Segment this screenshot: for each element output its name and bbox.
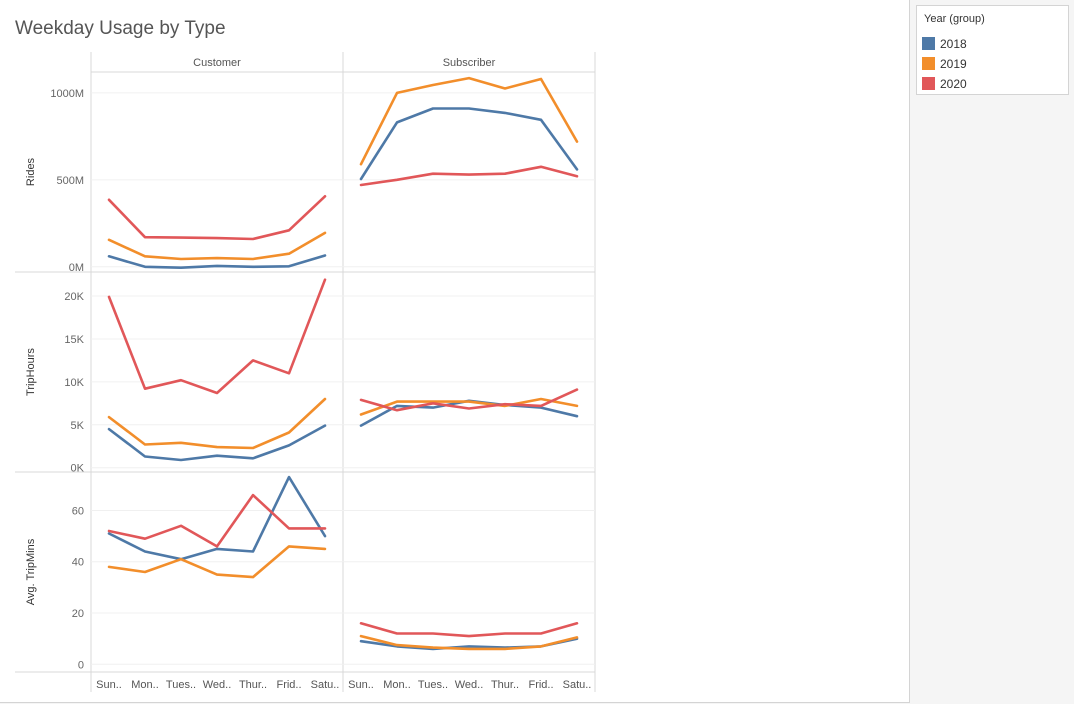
legend-item-2019[interactable]: 2019: [922, 57, 1062, 71]
series-line-subscriber-2020[interactable]: [359, 165, 579, 187]
series-line-subscriber-2018[interactable]: [359, 107, 579, 181]
series-line-customer-2018[interactable]: [107, 475, 327, 561]
series-line-subscriber-2019[interactable]: [359, 397, 579, 416]
legend-swatch-2020: [922, 77, 935, 90]
legend-item-2020[interactable]: 2020: [922, 77, 1062, 91]
y-tick-label: 0K: [71, 463, 85, 475]
row-axis-title: TripHours: [25, 348, 37, 396]
legend-title: Year (group): [924, 13, 985, 25]
row-axis-title: Avg. TripMins: [25, 538, 37, 605]
series-line-customer-2020[interactable]: [107, 195, 327, 241]
y-tick-label: 40: [72, 557, 84, 569]
column-header-subscriber: Subscriber: [443, 57, 496, 69]
legend-swatch-2018: [922, 37, 935, 50]
x-tick-label: Tues..: [166, 679, 196, 691]
chart-title: Weekday Usage by Type: [15, 18, 226, 39]
legend-item-2018[interactable]: 2018: [922, 37, 1062, 51]
row-axis-title: Rides: [25, 157, 37, 186]
x-tick-label: Tues..: [418, 679, 448, 691]
series-line-customer-2020[interactable]: [107, 278, 327, 395]
x-tick-label: Wed..: [203, 679, 232, 691]
y-tick-label: 20: [72, 608, 84, 620]
line-chart[interactable]: Customer Subscriber 0M 500M 1000M Rides 0K 5K 10…: [0, 0, 909, 702]
series-line-customer-2018[interactable]: [107, 254, 327, 270]
legend-label-2019: 2019: [940, 57, 967, 71]
x-tick-label: Wed..: [455, 679, 484, 691]
legend-label-2018: 2018: [940, 37, 967, 51]
y-tick-label: 500M: [56, 175, 84, 187]
panel-grid: [15, 52, 596, 692]
x-tick-label: Sun..: [96, 679, 122, 691]
legend[interactable]: Year (group) 2018 2019 2020: [916, 5, 1069, 95]
series-line-customer-2020[interactable]: [107, 493, 327, 548]
legend-swatch-2019: [922, 57, 935, 70]
y-tick-label: 0: [78, 659, 84, 671]
x-tick-label: Frid..: [276, 679, 301, 691]
x-tick-label: Mon..: [383, 679, 411, 691]
y-tick-label: 10K: [64, 377, 84, 389]
y-tick-label: 15K: [64, 334, 84, 346]
legend-label-2020: 2020: [940, 77, 967, 91]
x-tick-label: Mon..: [131, 679, 159, 691]
series-line-customer-2018[interactable]: [107, 424, 327, 462]
series-line-subscriber-2019[interactable]: [359, 76, 579, 166]
x-tick-label: Frid..: [528, 679, 553, 691]
y-tick-label: 5K: [71, 420, 85, 432]
x-tick-label: Thur..: [239, 679, 267, 691]
series-line-subscriber-2019[interactable]: [359, 634, 579, 651]
series-line-subscriber-2020[interactable]: [359, 621, 579, 638]
y-tick-label: 1000M: [50, 88, 84, 100]
x-tick-label: Satu..: [563, 679, 592, 691]
series-line-customer-2019[interactable]: [107, 231, 327, 261]
y-tick-label: 0M: [69, 262, 84, 274]
x-tick-label: Satu..: [311, 679, 340, 691]
series-line-customer-2019[interactable]: [107, 397, 327, 450]
worksheet-area: Weekday Usage by Type Customer Subscriber…: [0, 0, 910, 703]
y-tick-label: 20K: [64, 291, 84, 303]
y-tick-label: 60: [72, 505, 84, 517]
x-tick-label: Sun..: [348, 679, 374, 691]
column-header-customer: Customer: [193, 57, 241, 69]
series-line-customer-2019[interactable]: [107, 545, 327, 579]
x-tick-label: Thur..: [491, 679, 519, 691]
series-line-subscriber-2020[interactable]: [359, 388, 579, 412]
